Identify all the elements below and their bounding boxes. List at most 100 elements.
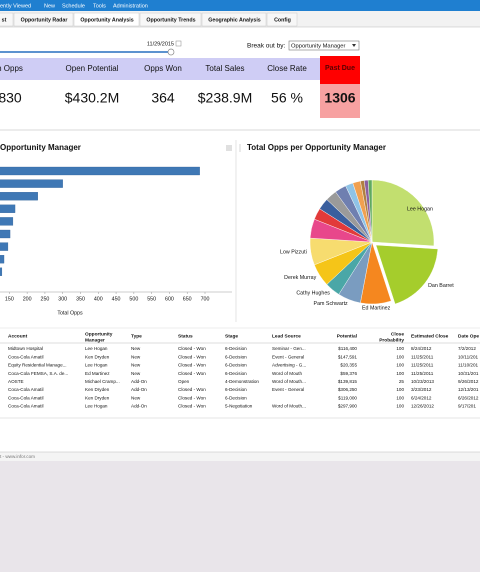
table-cell: 5-Negotiation (225, 404, 253, 409)
tab[interactable] (73, 12, 140, 27)
table-cell: 6-Decision (225, 371, 247, 376)
pie-label: Lee Hogan (407, 207, 433, 213)
tab[interactable] (0, 12, 14, 27)
kpi-value: $430.2M (65, 90, 119, 106)
table-cell: New (131, 371, 141, 376)
footer-text: t - www.infor.com (0, 454, 35, 459)
kpi-label: Open Potential (66, 64, 119, 73)
table-cell: 11/25/2011 (411, 371, 434, 376)
filter-icon[interactable] (226, 145, 232, 151)
select-box[interactable] (288, 40, 360, 51)
column-header[interactable]: Potential (337, 333, 357, 339)
kpi-label: n Opps (0, 64, 23, 73)
past-due-header (320, 56, 360, 84)
table-cell: 100 (396, 346, 404, 351)
column-header[interactable]: Close (391, 331, 404, 337)
table-cell: 8/24/2012 (411, 346, 432, 351)
table-cell: 4-Demonstration (225, 379, 259, 384)
tab-label[interactable]: Geographic Analysis (208, 17, 261, 23)
nav-item[interactable]: ently Viewed (0, 3, 31, 9)
column-header[interactable]: Account (8, 333, 28, 339)
table-cell: Lee Hogan (85, 404, 108, 409)
column-header[interactable]: Type (131, 333, 142, 339)
nav-item[interactable]: Administration (113, 3, 148, 9)
tab[interactable] (266, 12, 298, 27)
x-tick-label: 650 (183, 296, 192, 302)
x-axis-label: Total Opps (57, 310, 83, 316)
column-header[interactable]: Manager (85, 337, 105, 343)
kpi-label: Opps Won (144, 64, 182, 73)
table-cell: Ken Dryden (85, 395, 110, 400)
table-cell: Event - General (272, 354, 304, 359)
table-cell: Closed - Won (178, 354, 206, 359)
column-header[interactable]: Status (178, 333, 193, 339)
table-cell: Coca-Cola FEMSA, S.A. de... (8, 371, 68, 376)
footer-bar (0, 452, 480, 461)
table-cell: $147,591 (338, 354, 358, 359)
column-header[interactable]: Opportunity (85, 331, 113, 337)
table-cell: Ken Dryden (85, 354, 110, 359)
tab[interactable] (13, 12, 74, 27)
table-cell: 6/24/2012 (411, 395, 432, 400)
column-header[interactable]: Date Ope (458, 333, 479, 339)
column-header[interactable]: Stage (225, 333, 238, 339)
column-header[interactable]: Estimated Close (411, 333, 449, 339)
x-tick-label: 550 (147, 296, 156, 302)
nav-item[interactable]: Schedule (62, 3, 85, 9)
select-value[interactable]: Opportunity Manager (291, 44, 346, 50)
tab-label[interactable]: Opportunity Analysis (80, 17, 133, 23)
bar (0, 255, 5, 264)
column-header[interactable]: Lead Source (272, 333, 301, 339)
table-cell: Closed - Won (178, 395, 206, 400)
table-cell: 100 (396, 404, 404, 409)
table-cell: 100 (396, 371, 404, 376)
table-cell: New (131, 354, 141, 359)
bar (0, 229, 11, 239)
past-due-box (320, 84, 360, 118)
top-bar (0, 0, 480, 11)
table-cell: 12/13/201 (458, 387, 479, 392)
table-cell: Equity Residential Manage... (8, 363, 66, 368)
kpi-value: $238.9M (198, 90, 252, 106)
table-cell: Midtown Hospital (8, 346, 43, 351)
tab-label[interactable]: Opportunity Trends (146, 17, 195, 23)
table-cell: AOSTE (8, 379, 24, 384)
nav-item[interactable]: Tools (93, 3, 106, 9)
table-cell: 10/31/201 (458, 371, 479, 376)
x-tick-label: 150 (5, 296, 14, 302)
kpi-value: 1306 (324, 90, 355, 106)
tab[interactable] (139, 12, 202, 27)
table-cell: 9/26/2012 (458, 379, 479, 384)
page-background (0, 461, 480, 572)
pie-label: Low Pizzuti (280, 250, 307, 256)
table-cell: 100 (396, 387, 404, 392)
table-cell: Event - General (272, 387, 304, 392)
x-tick-label: 250 (41, 296, 50, 302)
tab[interactable] (201, 12, 267, 27)
slider-knob[interactable] (167, 48, 175, 56)
table-cell: 6/26/2012 (458, 395, 479, 400)
table-cell: New (131, 346, 141, 351)
table-cell: 9/17/201 (458, 404, 476, 409)
pie-slice (371, 179, 435, 247)
pie-label: Derek Murray (284, 275, 316, 281)
x-tick-label: 600 (165, 296, 174, 302)
kpi-value: 830 (0, 90, 22, 106)
kpi-label: Total Sales (205, 64, 244, 73)
x-tick-label: 500 (129, 296, 138, 302)
calendar-icon[interactable] (175, 40, 182, 47)
nav-item[interactable]: New (44, 3, 55, 9)
break-out-label: Break out by: (247, 43, 285, 50)
table-cell: Word of Mouth... (272, 404, 306, 409)
tab-label[interactable]: st (2, 17, 7, 23)
column-header[interactable]: Probability (379, 337, 404, 343)
bar (0, 204, 16, 213)
tab-label[interactable]: Config (274, 17, 291, 23)
table-cell: 11/10/201 (458, 363, 479, 368)
bar (0, 217, 14, 226)
x-tick-label: 400 (94, 296, 103, 302)
table-cell: $306,250 (338, 387, 358, 392)
tab-label[interactable]: Opportunity Radar (21, 17, 68, 23)
table-cell: 6-Decision (225, 387, 247, 392)
